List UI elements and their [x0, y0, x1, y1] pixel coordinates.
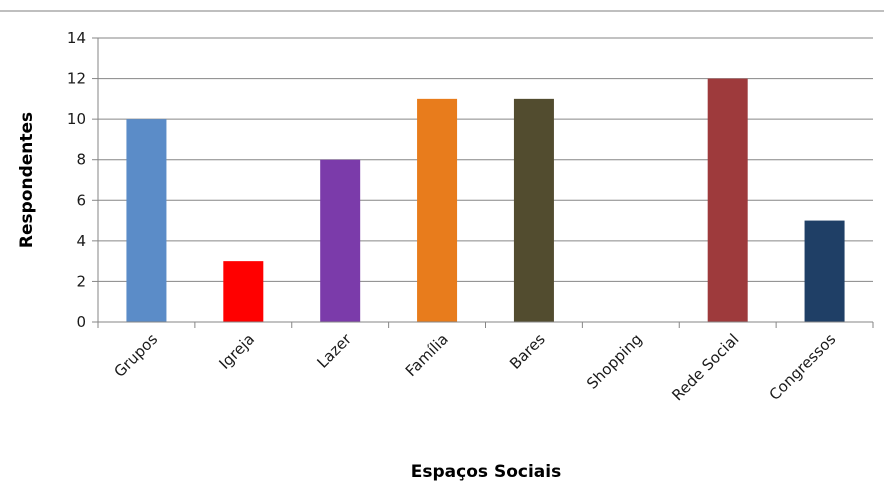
- x-tick-label: Congressos: [766, 330, 840, 404]
- bar-congressos: [804, 220, 845, 322]
- y-axis-title: Respondentes: [17, 112, 37, 248]
- y-tick-label: 14: [67, 29, 86, 47]
- x-tick-label: Lazer: [313, 330, 355, 372]
- bar-rede-social: [707, 78, 748, 322]
- bar-grupos: [126, 119, 167, 323]
- y-tick-label: 0: [76, 313, 86, 331]
- y-tick-labels: 0 2 4 6 8 10 12 14: [67, 29, 86, 331]
- y-tick-label: 12: [67, 70, 86, 88]
- bar-igreja: [223, 261, 264, 322]
- x-tick-label: Bares: [506, 330, 549, 373]
- bar-família: [417, 98, 458, 322]
- y-tick-label: 4: [76, 232, 86, 250]
- x-tick-label: Igreja: [215, 330, 258, 373]
- bar-lazer: [320, 159, 361, 322]
- y-tick-label: 2: [76, 272, 86, 290]
- bar-bares: [513, 98, 554, 322]
- x-tick-label: Grupos: [110, 330, 161, 381]
- y-tick-label: 6: [76, 191, 86, 209]
- y-tick-label: 10: [67, 110, 86, 128]
- y-tick-label: 8: [76, 151, 86, 169]
- x-tick-label: Rede Social: [668, 330, 742, 404]
- bars: [126, 78, 845, 323]
- axes: [92, 37, 874, 328]
- gridlines: [98, 37, 873, 282]
- x-axis-title: Espaços Sociais: [411, 462, 561, 482]
- x-tick-label: Shopping: [583, 330, 646, 393]
- x-tick-label: Família: [402, 330, 452, 380]
- x-tick-labels: Grupos Igreja Lazer Família Bares Shopping Red…: [110, 330, 839, 405]
